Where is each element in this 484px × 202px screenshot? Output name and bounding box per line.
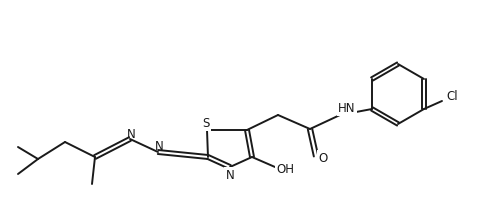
Text: HN: HN <box>337 102 355 115</box>
Text: N: N <box>225 169 234 182</box>
Text: OH: OH <box>275 163 293 176</box>
Text: Cl: Cl <box>445 90 457 103</box>
Text: N: N <box>154 140 163 153</box>
Text: N: N <box>126 127 135 140</box>
Text: S: S <box>202 117 209 130</box>
Text: O: O <box>318 152 327 165</box>
